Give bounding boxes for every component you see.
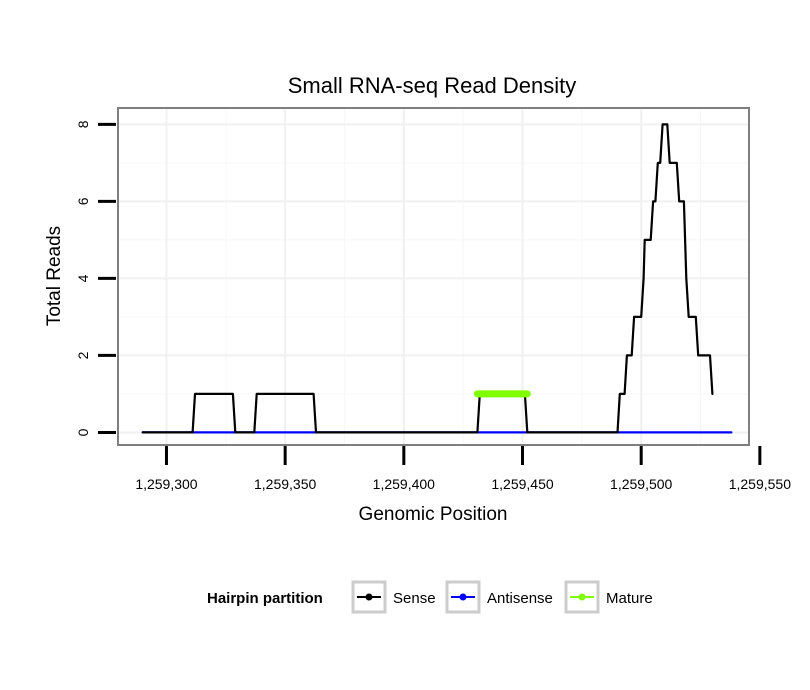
legend-label-mature: Mature bbox=[606, 590, 653, 607]
legend-title: Hairpin partition bbox=[207, 590, 323, 607]
series-line-sense bbox=[141, 123, 714, 434]
series-layer bbox=[141, 123, 733, 434]
x-axis-title: Genomic Position bbox=[359, 504, 508, 525]
x-tick-label: 1,259,350 bbox=[254, 476, 316, 492]
legend-dot-mature bbox=[578, 593, 586, 601]
y-tick-label: 6 bbox=[75, 197, 91, 205]
legend: Hairpin partition Sense Antisense Mature bbox=[207, 580, 653, 614]
y-axis: 0 2 4 6 8 bbox=[75, 120, 116, 436]
x-tick-label: 1,259,450 bbox=[491, 476, 553, 492]
legend-dot-sense bbox=[365, 593, 373, 601]
y-tick-label: 2 bbox=[75, 351, 91, 359]
y-axis-title: Total Reads bbox=[44, 226, 65, 326]
y-tick-label: 4 bbox=[75, 274, 91, 282]
y-tick-label: 0 bbox=[75, 428, 91, 436]
legend-label-sense: Sense bbox=[393, 590, 436, 607]
x-tick-label: 1,259,300 bbox=[135, 476, 197, 492]
legend-item-antisense: Antisense bbox=[445, 580, 553, 614]
legend-label-antisense: Antisense bbox=[487, 590, 553, 607]
plot-panel-border bbox=[117, 107, 750, 446]
legend-item-sense: Sense bbox=[351, 580, 436, 614]
x-tick-label: 1,259,400 bbox=[373, 476, 435, 492]
x-tick-label: 1,259,550 bbox=[729, 476, 791, 492]
legend-item-mature: Mature bbox=[564, 580, 653, 614]
chart-title: Small RNA-seq Read Density bbox=[288, 73, 577, 98]
legend-dot-antisense bbox=[459, 593, 467, 601]
x-tick-label: 1,259,500 bbox=[610, 476, 672, 492]
x-axis: 1,259,300 1,259,350 1,259,400 1,259,450 1,25… bbox=[135, 446, 791, 492]
y-tick-label: 8 bbox=[75, 120, 91, 128]
